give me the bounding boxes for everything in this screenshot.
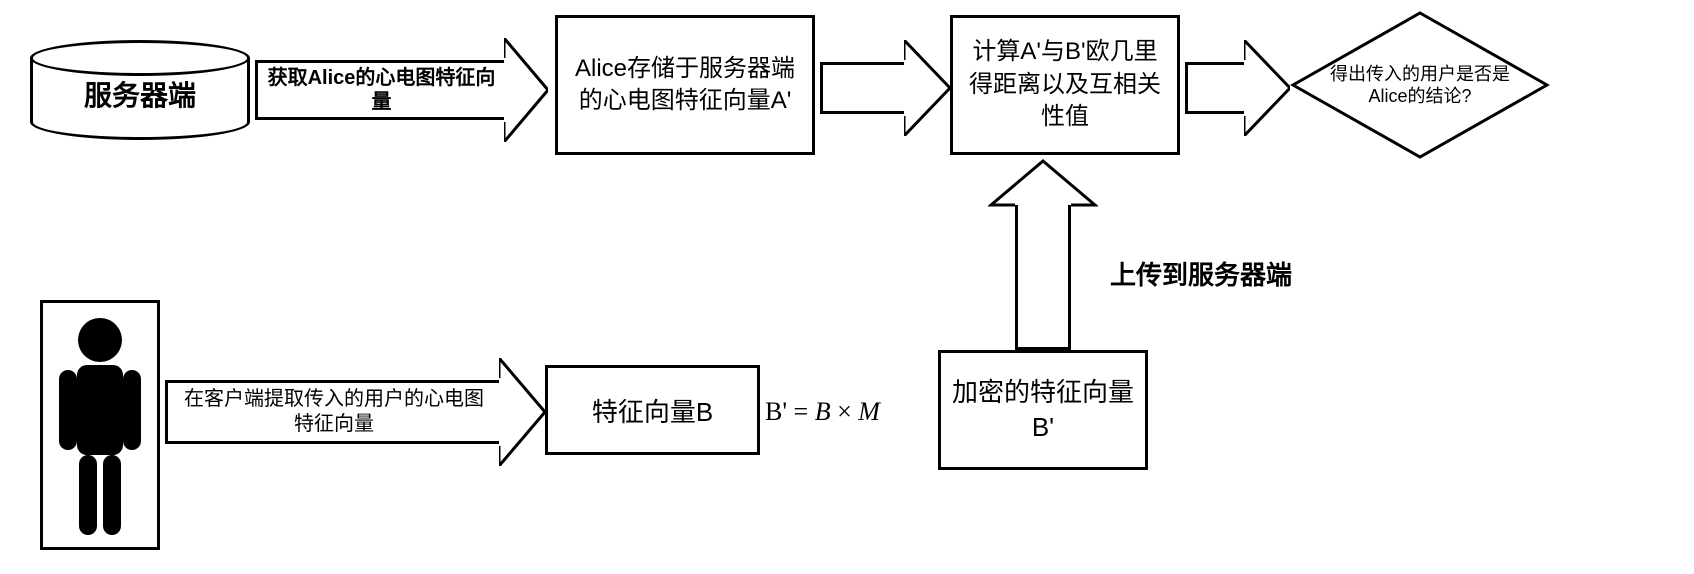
server-db-label: 服务器端	[30, 74, 250, 114]
box-feature-vector-b-label: 特征向量B	[592, 392, 713, 429]
decision-is-alice-label: 得出传入的用户是否是Alice的结论?	[1290, 63, 1550, 108]
box-compute-distance: 计算A'与B'欧几里得距离以及互相关性值	[950, 15, 1180, 155]
arrow-a-to-calc	[820, 40, 948, 136]
arrow-get-alice-ecg-label: 获取Alice的心电图特征向量	[258, 66, 505, 114]
upload-label: 上传到服务器端	[1110, 255, 1292, 292]
arrow-extract-user-ecg-label: 在客户端提取传入的用户的心电图特征向量	[168, 387, 500, 437]
box-encrypted-vector-b: 加密的特征向量B'	[938, 350, 1148, 470]
arrow-get-alice-ecg: 获取Alice的心电图特征向量	[255, 38, 545, 142]
box-alice-stored-vector-label: Alice存储于服务器端的心电图特征向量A'	[558, 53, 812, 118]
server-db-node: 服务器端	[30, 40, 250, 140]
arrow-upload-to-server	[988, 158, 1098, 350]
box-encrypted-vector-b-label: 加密的特征向量B'	[941, 375, 1145, 445]
arrow-extract-user-ecg: 在客户端提取传入的用户的心电图特征向量	[165, 358, 543, 466]
formula-b-prime: B' = B × M	[765, 396, 880, 427]
box-compute-distance-label: 计算A'与B'欧几里得距离以及互相关性值	[953, 36, 1177, 133]
decision-is-alice: 得出传入的用户是否是Alice的结论?	[1290, 10, 1550, 160]
box-alice-stored-vector: Alice存储于服务器端的心电图特征向量A'	[555, 15, 815, 155]
arrow-calc-to-decision	[1185, 40, 1288, 136]
box-feature-vector-b: 特征向量B	[545, 365, 760, 455]
user-node	[40, 300, 160, 550]
